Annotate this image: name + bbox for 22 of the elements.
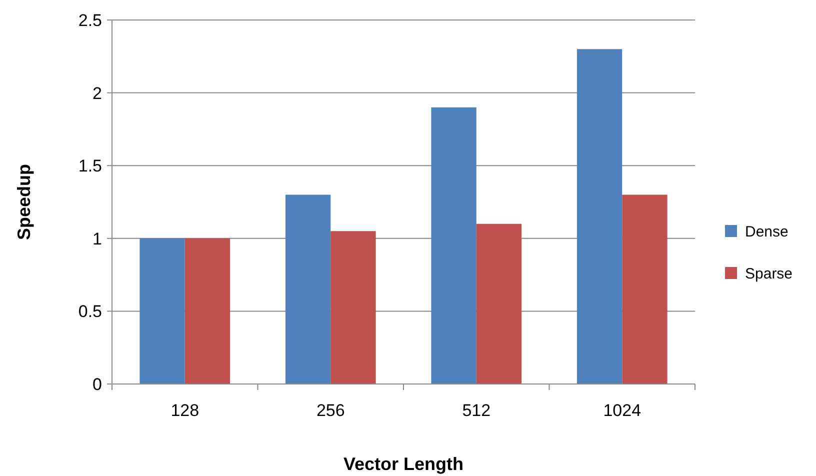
x-tick-label: 256 [316,401,345,420]
y-tick-label: 0 [92,374,102,394]
y-axis-title: Speedup [14,164,34,240]
x-tick-label: 1024 [603,401,642,420]
x-axis-title: Vector Length [343,454,464,474]
y-tick-label: 1 [92,229,102,248]
bar [576,49,622,384]
bar [285,194,331,384]
y-tick-label: 1.5 [78,156,102,176]
legend-label: Dense [745,223,788,240]
bar [140,238,185,384]
bar [622,194,668,384]
legend-label: Sparse [745,265,793,282]
bar [476,224,522,384]
x-tick-label: 512 [462,401,491,420]
bar [431,107,476,384]
y-tick-label: 0.5 [78,302,102,322]
x-tick-label: 128 [170,401,200,420]
y-tick-label: 2.5 [78,10,102,30]
y-tick-label: 2 [92,84,102,103]
bar [330,231,376,384]
bar [184,238,230,384]
